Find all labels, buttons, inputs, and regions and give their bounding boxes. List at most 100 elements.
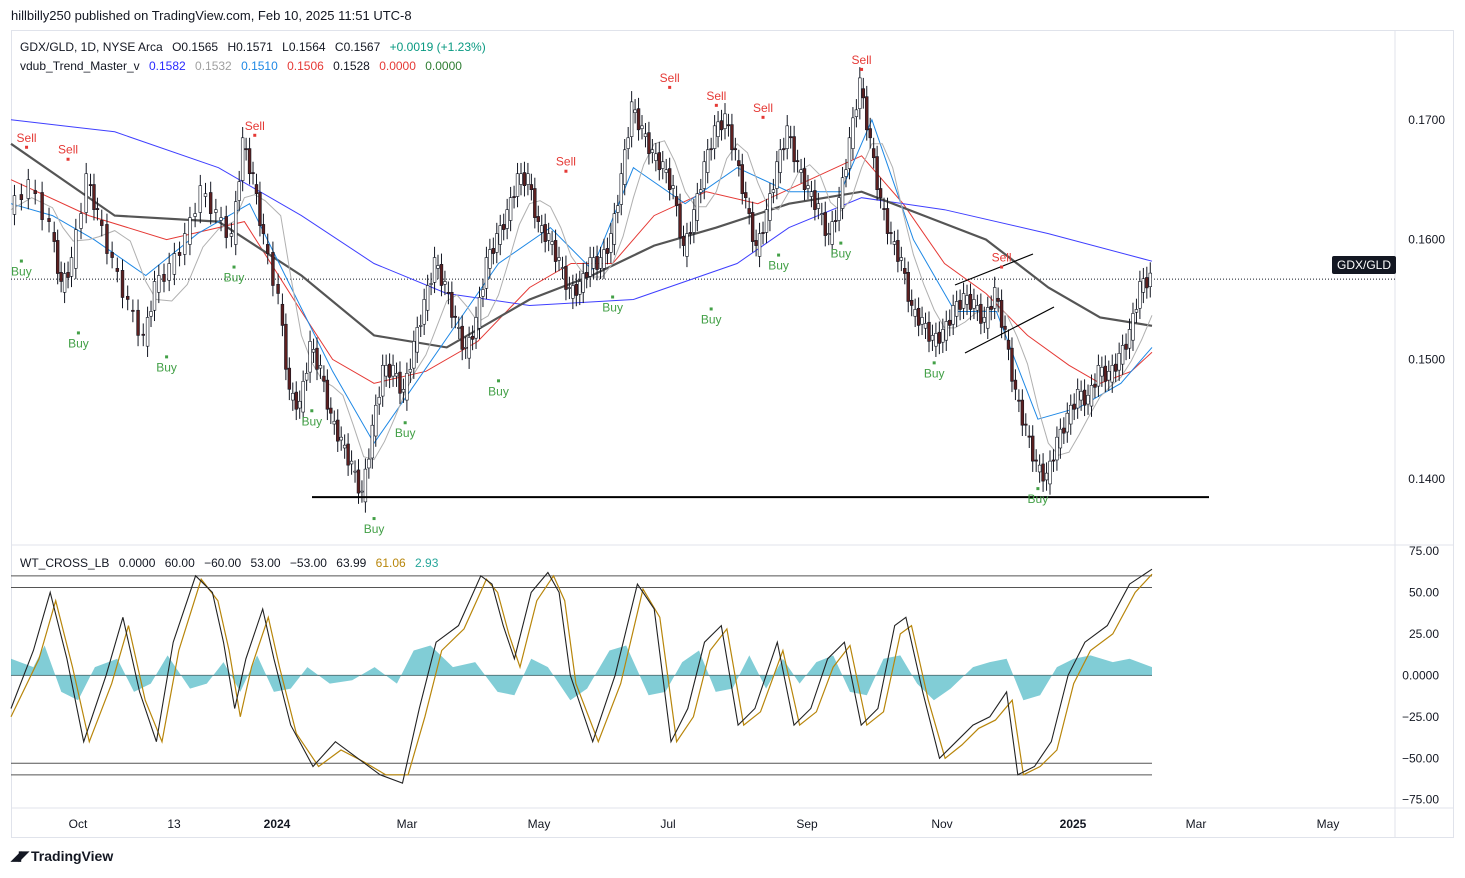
candle-body bbox=[588, 257, 592, 277]
candle-body bbox=[1072, 403, 1076, 410]
candle-body bbox=[636, 108, 641, 131]
candle-body bbox=[450, 291, 454, 318]
candle bbox=[916, 297, 921, 337]
candle bbox=[488, 238, 492, 280]
candle-body bbox=[88, 184, 93, 186]
candle bbox=[785, 115, 789, 160]
oscillator-legend[interactable]: WT_CROSS_LB 0.0000 60.00 −60.00 53.00 −5… bbox=[20, 556, 444, 570]
candle bbox=[1113, 353, 1118, 383]
candle-body bbox=[944, 321, 948, 341]
candle-body bbox=[806, 185, 810, 189]
buy-signal-label: Buy bbox=[68, 336, 89, 350]
candle bbox=[868, 117, 872, 149]
candle-body bbox=[40, 192, 44, 220]
candle bbox=[374, 394, 378, 447]
main-price-pane[interactable]: Sell Sell Sell Sell Sell Sell Sell Sell Sell Buy B… bbox=[10, 53, 1395, 536]
candle-body bbox=[1107, 371, 1111, 381]
candle bbox=[605, 237, 610, 265]
sell-signal-label: Sell bbox=[17, 131, 37, 145]
candle bbox=[1096, 354, 1101, 397]
candle-body bbox=[986, 307, 990, 329]
candle bbox=[529, 173, 534, 201]
candle bbox=[234, 190, 238, 256]
oscillator-pane[interactable] bbox=[10, 568, 1153, 784]
candle bbox=[508, 186, 513, 232]
candle bbox=[1075, 378, 1080, 419]
candle-body bbox=[540, 225, 544, 233]
candle bbox=[823, 201, 827, 247]
candle-body bbox=[477, 297, 482, 329]
candle bbox=[830, 210, 834, 256]
candle-body bbox=[688, 232, 693, 234]
candle-body bbox=[716, 121, 720, 137]
buy-signal-label: Buy bbox=[768, 259, 789, 273]
candle-body bbox=[750, 212, 755, 242]
symbol-label[interactable]: GDX/GLD, 1D, NYSE Arca bbox=[20, 40, 163, 54]
candle bbox=[74, 218, 78, 280]
candle-body bbox=[62, 273, 67, 293]
candle-body bbox=[136, 309, 140, 336]
main-legend[interactable]: GDX/GLD, 1D, NYSE Arca O0.1565 H0.1571 L… bbox=[20, 40, 492, 54]
candle bbox=[861, 77, 865, 109]
candle-body bbox=[533, 188, 537, 218]
candle bbox=[1107, 360, 1111, 391]
candle-body bbox=[519, 173, 523, 185]
candle-body bbox=[706, 149, 710, 173]
candle bbox=[1127, 318, 1132, 359]
buy-signal-marker bbox=[611, 295, 615, 299]
candle-body bbox=[74, 229, 78, 269]
candle-body bbox=[1138, 281, 1142, 309]
candle bbox=[754, 229, 758, 257]
indicator-legend[interactable]: vdub_Trend_Master_v 0.1582 0.1532 0.1510… bbox=[20, 59, 468, 73]
buy-signal-marker bbox=[165, 355, 169, 359]
candle bbox=[1006, 329, 1011, 361]
candle bbox=[871, 137, 876, 169]
candle-body bbox=[1096, 365, 1101, 387]
candle bbox=[616, 194, 620, 224]
candle-body bbox=[536, 216, 540, 222]
candle bbox=[948, 309, 952, 337]
buy-signal-label: Buy bbox=[830, 247, 851, 261]
osc-value-3: −60.00 bbox=[204, 556, 242, 570]
candle-body bbox=[1110, 365, 1114, 383]
candle-body bbox=[183, 233, 187, 255]
candle bbox=[1103, 355, 1108, 393]
oscillator-histogram-area bbox=[11, 645, 1152, 701]
sell-signal-label: Sell bbox=[556, 155, 576, 169]
candle-body bbox=[315, 347, 319, 370]
candle-body bbox=[965, 295, 969, 305]
buy-signal-label: Buy bbox=[395, 426, 416, 440]
candle bbox=[986, 296, 990, 339]
candle-body bbox=[657, 152, 661, 171]
indicator-name[interactable]: vdub_Trend_Master_v bbox=[20, 59, 140, 73]
candle-body bbox=[1103, 365, 1108, 382]
candle-body bbox=[298, 400, 302, 409]
candle-body bbox=[584, 272, 589, 278]
moving-average-line bbox=[10, 118, 1153, 445]
candle-body bbox=[851, 117, 855, 149]
tradingview-logo[interactable]: ◢◤ TradingView bbox=[11, 848, 113, 864]
candle bbox=[792, 125, 796, 173]
candle-body bbox=[398, 371, 402, 394]
candle bbox=[609, 222, 613, 264]
candle-body bbox=[287, 367, 292, 390]
candle-body bbox=[958, 299, 962, 310]
candle bbox=[764, 198, 769, 244]
candle bbox=[515, 162, 520, 208]
candle bbox=[498, 214, 502, 256]
candle bbox=[325, 369, 330, 421]
candle-body bbox=[481, 289, 485, 297]
indicator-value-6: 0.0000 bbox=[379, 59, 416, 73]
oscillator-name[interactable]: WT_CROSS_LB bbox=[20, 556, 110, 570]
candle-body bbox=[782, 148, 786, 151]
candle bbox=[581, 262, 585, 304]
candle-body bbox=[709, 148, 713, 151]
candle bbox=[706, 138, 710, 184]
candle bbox=[1051, 449, 1056, 472]
buy-signal-marker bbox=[1036, 487, 1040, 491]
candle-body bbox=[996, 297, 1000, 302]
candle-body bbox=[948, 319, 952, 326]
candle-body bbox=[899, 257, 904, 261]
candle-body bbox=[591, 257, 596, 269]
